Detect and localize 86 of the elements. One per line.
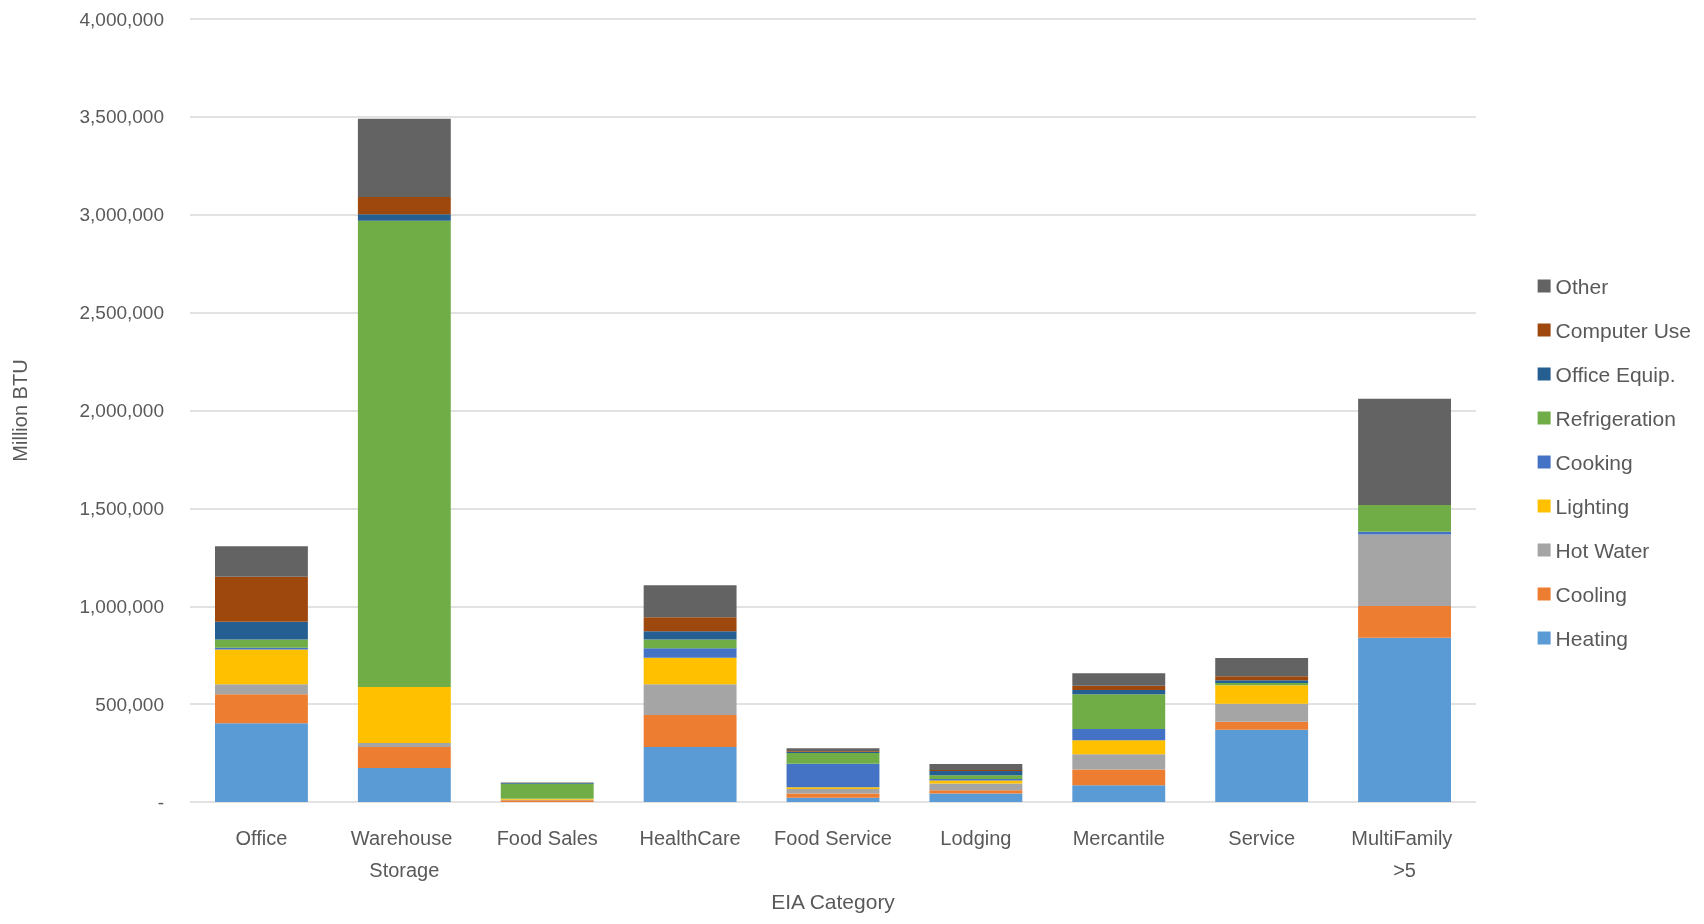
legend-label: Refrigeration	[1555, 406, 1676, 430]
bar	[1215, 685, 1309, 704]
bar	[929, 775, 1023, 780]
bar	[786, 797, 880, 802]
bar	[215, 723, 308, 802]
bar	[643, 617, 737, 632]
y-tick-label: -	[157, 791, 164, 813]
x-tick-label: Food Service	[774, 827, 892, 849]
bar	[357, 196, 451, 215]
x-tick-label: Office	[235, 827, 288, 849]
y-tick-label: 1,500,000	[79, 497, 164, 519]
bar	[786, 753, 880, 764]
bar	[1072, 754, 1166, 770]
y-tick-label: 500,000	[95, 693, 164, 715]
bar	[643, 648, 737, 658]
bar	[215, 684, 308, 695]
bar	[357, 220, 451, 687]
bar	[643, 631, 737, 640]
legend-label: Other	[1555, 274, 1609, 298]
bar	[643, 715, 737, 747]
bar	[357, 214, 451, 221]
bar	[1072, 685, 1166, 691]
bar	[1358, 505, 1451, 532]
bar	[357, 742, 451, 747]
bar	[643, 585, 737, 618]
bar	[357, 746, 451, 768]
bar	[215, 639, 308, 648]
x-tick-label: Service	[1228, 827, 1296, 849]
y-tick-label: 2,000,000	[79, 400, 164, 421]
legend-label: Lighting	[1555, 494, 1630, 518]
bar	[357, 767, 451, 802]
legend-label: Computer Use	[1555, 318, 1692, 342]
bar	[1072, 694, 1166, 729]
bar	[1358, 398, 1451, 506]
bar	[1358, 606, 1451, 638]
x-axis-title: EIA Category	[771, 889, 896, 913]
bar	[929, 783, 1023, 791]
bar	[1358, 534, 1451, 607]
bar	[215, 576, 308, 622]
x-tick-label: Lodging	[940, 827, 1012, 849]
y-tick-label: 4,000,000	[79, 8, 164, 30]
bar	[1072, 785, 1166, 802]
bar	[500, 783, 594, 799]
bar	[1215, 657, 1309, 677]
bar	[929, 793, 1023, 802]
bar	[215, 546, 308, 577]
y-tick-label: 2,500,000	[79, 302, 164, 324]
y-tick-label: 3,000,000	[79, 204, 164, 226]
bar	[1072, 673, 1166, 686]
bar	[1215, 721, 1309, 730]
bar	[929, 764, 1023, 771]
bar	[786, 789, 880, 794]
bar	[1358, 637, 1451, 802]
bar	[1072, 728, 1166, 741]
bar	[643, 639, 737, 649]
bar	[929, 790, 1023, 794]
x-tick-label: Warehouse Storage	[350, 827, 458, 881]
bar	[215, 649, 308, 685]
x-tick-label: HealthCare	[639, 827, 741, 849]
bar	[929, 770, 1023, 776]
legend-label: Cooking	[1555, 450, 1633, 474]
bar	[1072, 690, 1166, 695]
legend-label: Heating	[1555, 626, 1629, 650]
x-tick-label: MultiFamily >5	[1351, 827, 1458, 881]
bar	[643, 746, 737, 802]
bar	[1215, 729, 1309, 802]
bar	[643, 657, 737, 685]
bar	[357, 118, 451, 197]
y-tick-label: 3,500,000	[79, 106, 164, 128]
x-tick-label: Mercantile	[1072, 827, 1165, 849]
bar	[1072, 769, 1166, 786]
bar	[643, 684, 737, 716]
legend-label: Cooling	[1555, 582, 1627, 606]
bar	[1072, 740, 1166, 755]
bar	[357, 686, 451, 743]
y-tick-label: 1,000,000	[79, 595, 164, 617]
bar	[1215, 703, 1309, 722]
bar	[215, 694, 308, 724]
y-axis-title: Million BTU	[9, 359, 31, 462]
legend-label: Office Equip.	[1555, 362, 1676, 386]
bar	[215, 621, 308, 640]
x-tick-label: Food Sales	[496, 827, 598, 849]
bar	[786, 793, 880, 798]
bar	[1215, 676, 1309, 681]
legend-label: Hot Water	[1555, 538, 1650, 562]
bar	[786, 763, 880, 788]
